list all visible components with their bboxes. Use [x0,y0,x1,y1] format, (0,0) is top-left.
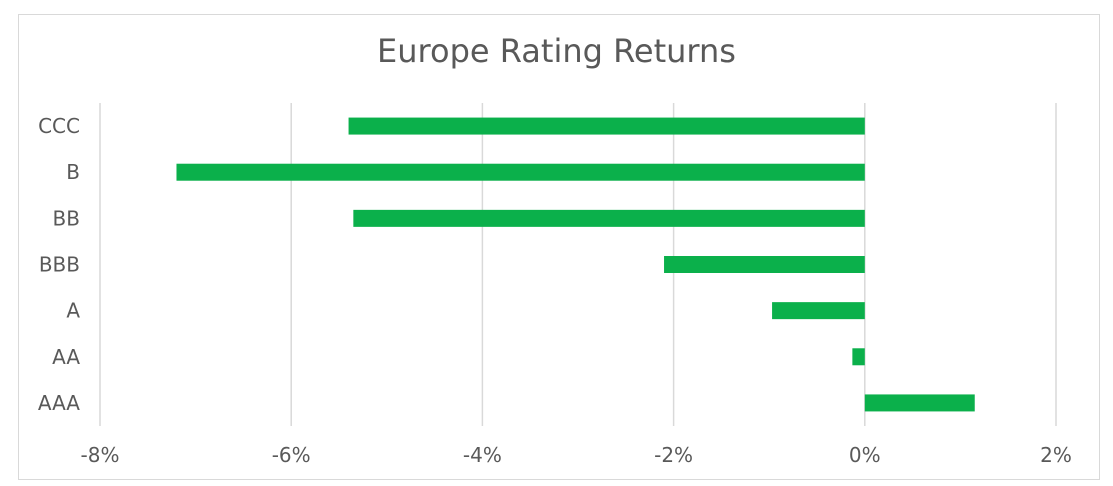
x-tick-label: -6% [272,443,311,467]
bars [176,117,975,412]
bar-a [772,302,865,320]
category-label-bbb: BBB [39,253,80,277]
x-tick-label: -4% [463,443,502,467]
gridlines [99,103,1057,426]
category-label-aa: AA [52,345,80,369]
bar-aa [852,348,865,366]
bar-bbb [664,256,865,273]
bar-ccc [348,117,865,135]
chart-title: Europe Rating Returns [377,32,736,70]
bar-b [176,163,865,181]
category-label-b: B [66,160,80,184]
x-tick-label: 0% [849,443,881,467]
x-tick-label: 2% [1040,443,1072,467]
bar-bb [353,209,865,227]
category-label-ccc: CCC [38,114,80,138]
bar-aaa [864,394,975,412]
x-tick-label: -8% [81,443,120,467]
x-tick-label: -2% [654,443,693,467]
category-label-aaa: AAA [38,391,80,415]
category-label-a: A [66,299,80,323]
category-label-bb: BB [53,206,80,230]
x-tick-labels: -8% -6% -4% -2% 0% 2% [81,443,1072,467]
